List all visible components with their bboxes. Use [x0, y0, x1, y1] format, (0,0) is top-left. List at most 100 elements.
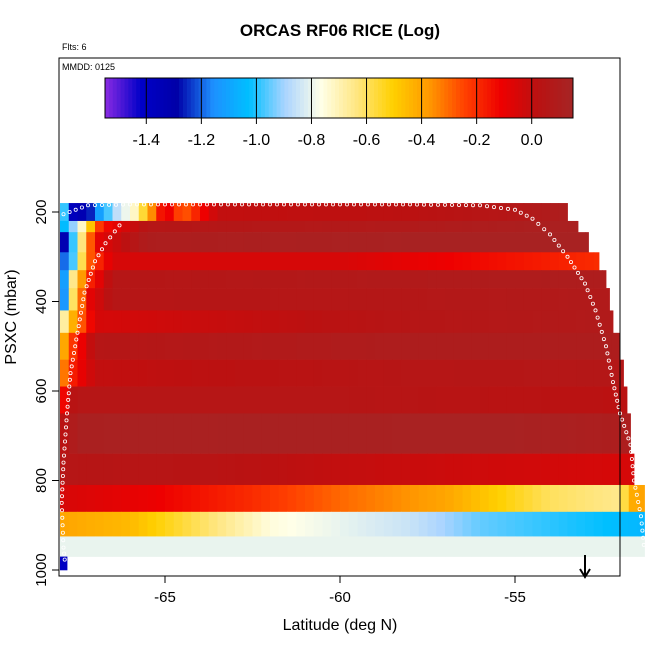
- heatmap-cell: [121, 332, 131, 360]
- heatmap-cell: [523, 413, 533, 454]
- heatmap-cell: [366, 288, 376, 311]
- heatmap-cell: [357, 220, 367, 233]
- track-point: [414, 202, 419, 207]
- heatmap-cell: [77, 511, 87, 537]
- colorbar-segment: [405, 78, 410, 118]
- heatmap-cell: [497, 511, 507, 537]
- heatmap-cell: [357, 536, 367, 557]
- track-point: [127, 202, 132, 207]
- heatmap-cell: [392, 536, 402, 557]
- heatmap-cell: [497, 484, 507, 513]
- heatmap-cell: [567, 288, 577, 311]
- heatmap-cell: [410, 453, 420, 486]
- colorbar-segment: [151, 78, 157, 118]
- heatmap-cell: [558, 232, 568, 253]
- heatmap-cell: [261, 310, 271, 334]
- colorbar-segment: [210, 78, 215, 118]
- heatmap-cell: [121, 453, 131, 486]
- heatmap-cell: [506, 232, 516, 253]
- heatmap-cell: [497, 220, 507, 233]
- heatmap-cell: [515, 453, 525, 486]
- heatmap-cell: [138, 203, 148, 222]
- heatmap-cell: [331, 453, 341, 486]
- track-point: [295, 202, 300, 207]
- heatmap-cell: [191, 359, 201, 387]
- heatmap-cell: [305, 484, 315, 513]
- track-point: [60, 480, 65, 485]
- heatmap-cell: [173, 536, 183, 557]
- heatmap-cell: [95, 536, 105, 557]
- heatmap-cell: [305, 220, 315, 233]
- colorbar-segment: [354, 78, 359, 118]
- track-point: [513, 207, 518, 212]
- heatmap-cell: [86, 453, 96, 486]
- heatmap-cell: [462, 203, 472, 222]
- colorbar-segment: [475, 78, 480, 118]
- heatmap-cell: [585, 359, 595, 387]
- heatmap-cell: [348, 310, 358, 334]
- heatmap-cell: [191, 484, 201, 513]
- heatmap-cell: [392, 332, 402, 360]
- heatmap-cell: [182, 310, 192, 334]
- heatmap-cell: [217, 359, 227, 387]
- heatmap-cell: [112, 386, 122, 414]
- heatmap-cell: [200, 511, 210, 537]
- heatmap-cell: [611, 310, 614, 334]
- heatmap-cell: [523, 310, 533, 334]
- heatmap-cell: [287, 203, 297, 222]
- heatmap-cell: [191, 252, 201, 271]
- heatmap-cell: [348, 220, 358, 233]
- heatmap-cell: [628, 453, 635, 486]
- heatmap-cell: [208, 332, 218, 360]
- heatmap-cell: [515, 288, 525, 311]
- heatmap-cell: [243, 511, 253, 537]
- heatmap-cell: [86, 511, 96, 537]
- heatmap-cell: [515, 484, 525, 513]
- heatmap-cell: [366, 511, 376, 537]
- heatmap-cell: [208, 453, 218, 486]
- heatmap-cell: [287, 386, 297, 414]
- heatmap-cell: [77, 270, 87, 289]
- heatmap-cell: [375, 310, 385, 334]
- heatmap-cell: [480, 220, 490, 233]
- heatmap-cell: [121, 232, 131, 253]
- heatmap-cell: [558, 413, 568, 454]
- heatmap-cell: [401, 288, 411, 311]
- heatmap-cell: [261, 511, 271, 537]
- colorbar-segment: [253, 78, 258, 118]
- heatmap-cell: [226, 453, 236, 486]
- y-tick-label: 600: [33, 378, 50, 403]
- track-point: [67, 384, 72, 389]
- colorbar-segment: [132, 78, 137, 118]
- heatmap-cells: [60, 203, 645, 571]
- colorbar-segment: [502, 78, 508, 118]
- track-point: [218, 202, 223, 207]
- heatmap-cell: [60, 232, 70, 253]
- colorbar-segment: [350, 78, 355, 118]
- heatmap-cell: [375, 270, 385, 289]
- heatmap-cell: [226, 332, 236, 360]
- track-point: [112, 229, 117, 234]
- heatmap-cell: [322, 310, 332, 334]
- heatmap-cell: [165, 511, 175, 537]
- heatmap-cell: [515, 332, 525, 360]
- heatmap-cell: [462, 359, 472, 387]
- heatmap-cell: [147, 310, 157, 334]
- heatmap-cell: [287, 252, 297, 271]
- heatmap-cell: [602, 453, 612, 486]
- track-point: [530, 216, 535, 221]
- y-tick-label: 1000: [33, 553, 50, 586]
- heatmap-cell: [287, 484, 297, 513]
- heatmap-cell: [235, 310, 245, 334]
- colorbar-segment: [136, 78, 141, 118]
- heatmap-cell: [602, 310, 612, 334]
- colorbar-tick-label: -0.6: [353, 132, 381, 149]
- colorbar-segment: [257, 78, 262, 118]
- heatmap-cell: [226, 359, 236, 387]
- track-point: [518, 210, 523, 215]
- heatmap-cell: [173, 220, 183, 233]
- heatmap-cell: [322, 288, 332, 311]
- heatmap-cell: [620, 359, 624, 387]
- heatmap-cell: [427, 252, 437, 271]
- heatmap-cell: [488, 270, 498, 289]
